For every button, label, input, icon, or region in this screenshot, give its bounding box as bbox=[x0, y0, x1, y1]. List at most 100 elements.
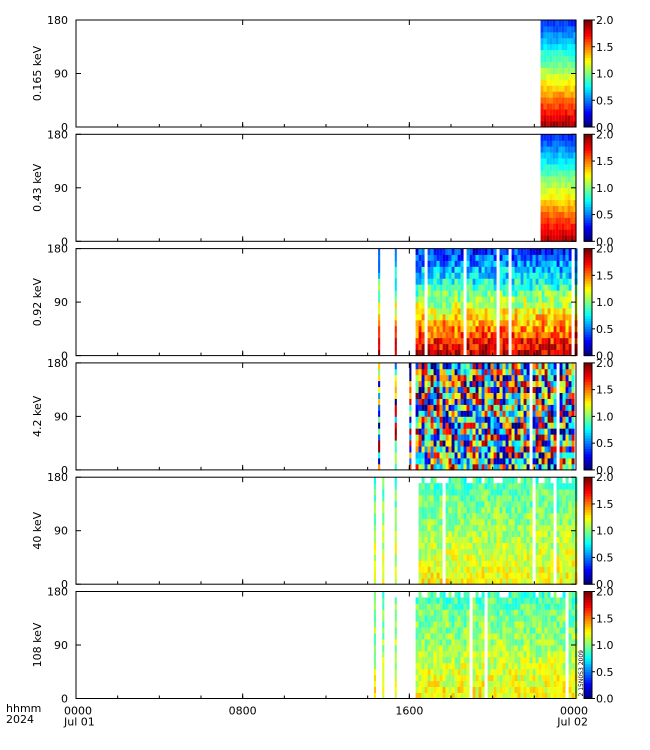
colorbar-segment bbox=[584, 647, 592, 651]
heatmap-cell bbox=[418, 500, 422, 508]
heatmap-cell bbox=[523, 296, 527, 303]
heatmap-cell bbox=[373, 566, 376, 573]
heatmap-cell bbox=[556, 603, 560, 610]
heatmap-cell bbox=[418, 374, 422, 382]
heatmap-cell bbox=[556, 524, 560, 532]
heatmap-cell bbox=[454, 560, 458, 567]
heatmap-cell bbox=[514, 266, 518, 273]
heatmap-cell bbox=[472, 489, 476, 496]
heatmap-cell bbox=[570, 91, 574, 98]
heatmap-cell bbox=[546, 61, 550, 68]
heatmap-cell bbox=[553, 302, 557, 309]
heatmap-cell bbox=[568, 542, 572, 549]
heatmap-cell bbox=[550, 440, 554, 447]
heatmap-cell bbox=[550, 645, 554, 652]
heatmap-cell bbox=[487, 495, 491, 502]
heatmap-cell bbox=[562, 597, 566, 604]
heatmap-cell bbox=[571, 591, 575, 598]
heatmap-cell bbox=[564, 175, 568, 183]
heatmap-cell bbox=[520, 337, 524, 345]
heatmap-cell bbox=[460, 452, 464, 459]
heatmap-cell bbox=[478, 440, 482, 447]
heatmap-cell bbox=[478, 290, 482, 297]
heatmap-cell bbox=[439, 308, 443, 315]
heatmap-cell bbox=[538, 524, 542, 532]
heatmap-cell bbox=[421, 337, 425, 345]
heatmap-cell bbox=[439, 597, 443, 604]
heatmap-cell bbox=[481, 483, 485, 490]
heatmap-cell bbox=[550, 392, 554, 399]
heatmap-cell bbox=[514, 284, 518, 291]
heatmap-cell bbox=[517, 686, 521, 693]
heatmap-cell bbox=[514, 627, 518, 634]
heatmap-cell bbox=[502, 428, 506, 435]
heatmap-cell bbox=[535, 313, 539, 321]
heatmap-cell bbox=[538, 578, 542, 585]
heatmap-cell bbox=[529, 349, 533, 356]
colorbar-segment bbox=[584, 604, 592, 609]
heatmap-cell bbox=[478, 560, 482, 567]
heatmap-cell bbox=[493, 650, 497, 658]
heatmap-cell bbox=[529, 633, 533, 640]
heatmap-cell bbox=[550, 296, 554, 303]
x-tick-label: 0000 bbox=[64, 705, 92, 718]
heatmap-cell bbox=[562, 578, 566, 585]
heatmap-cell bbox=[466, 609, 470, 616]
colorbar-segment bbox=[584, 677, 592, 681]
heatmap-cell bbox=[553, 313, 557, 321]
heatmap-cell bbox=[436, 597, 440, 604]
heatmap-cell bbox=[460, 530, 464, 538]
heatmap-cell bbox=[559, 615, 563, 622]
heatmap-cell bbox=[541, 380, 545, 388]
heatmap-cell bbox=[571, 524, 575, 532]
heatmap-cell bbox=[378, 260, 381, 267]
heatmap-cell bbox=[535, 621, 539, 628]
heatmap-cell bbox=[490, 692, 494, 699]
heatmap-cell bbox=[555, 103, 559, 110]
heatmap-cell bbox=[552, 193, 556, 201]
heatmap-cell bbox=[541, 446, 545, 453]
heatmap-cell bbox=[511, 296, 515, 303]
heatmap-cell bbox=[561, 67, 565, 74]
heatmap-cell bbox=[541, 392, 545, 399]
heatmap-cell bbox=[475, 416, 479, 423]
heatmap-cell bbox=[421, 680, 425, 688]
heatmap-cell bbox=[514, 428, 518, 435]
heatmap-cell bbox=[460, 512, 464, 520]
heatmap-cell bbox=[555, 229, 559, 236]
heatmap-cell bbox=[526, 495, 530, 502]
heatmap-cell bbox=[484, 325, 488, 333]
heatmap-cell bbox=[433, 645, 437, 652]
heatmap-cell bbox=[511, 489, 515, 496]
y-tick-label: 90 bbox=[54, 182, 68, 195]
heatmap-cell bbox=[517, 615, 521, 622]
heatmap-cell bbox=[535, 554, 539, 561]
heatmap-cell bbox=[520, 603, 524, 610]
heatmap-cell bbox=[511, 506, 515, 514]
heatmap-cell bbox=[490, 392, 494, 399]
heatmap-cell bbox=[571, 627, 575, 634]
heatmap-cell bbox=[460, 313, 464, 321]
heatmap-cell bbox=[508, 440, 512, 447]
colorbar-segment bbox=[584, 538, 592, 542]
heatmap-cell bbox=[463, 633, 467, 640]
heatmap-cell bbox=[454, 278, 458, 285]
heatmap-cell bbox=[567, 55, 571, 63]
heatmap-cell bbox=[526, 398, 530, 405]
heatmap-cell bbox=[535, 428, 539, 435]
heatmap-cell bbox=[526, 343, 530, 351]
heatmap-cell bbox=[436, 518, 440, 526]
heatmap-cell bbox=[496, 362, 500, 370]
colorbar-segment bbox=[584, 679, 592, 683]
heatmap-cell bbox=[538, 674, 542, 682]
heatmap-cell bbox=[448, 266, 452, 273]
heatmap-cell bbox=[541, 302, 545, 309]
heatmap-cell bbox=[553, 337, 557, 345]
heatmap-cell bbox=[430, 512, 434, 520]
heatmap-cell bbox=[499, 446, 503, 453]
heatmap-cell bbox=[508, 621, 512, 628]
heatmap-cell bbox=[529, 548, 533, 555]
heatmap-cell bbox=[454, 313, 458, 321]
heatmap-cells bbox=[378, 362, 575, 471]
